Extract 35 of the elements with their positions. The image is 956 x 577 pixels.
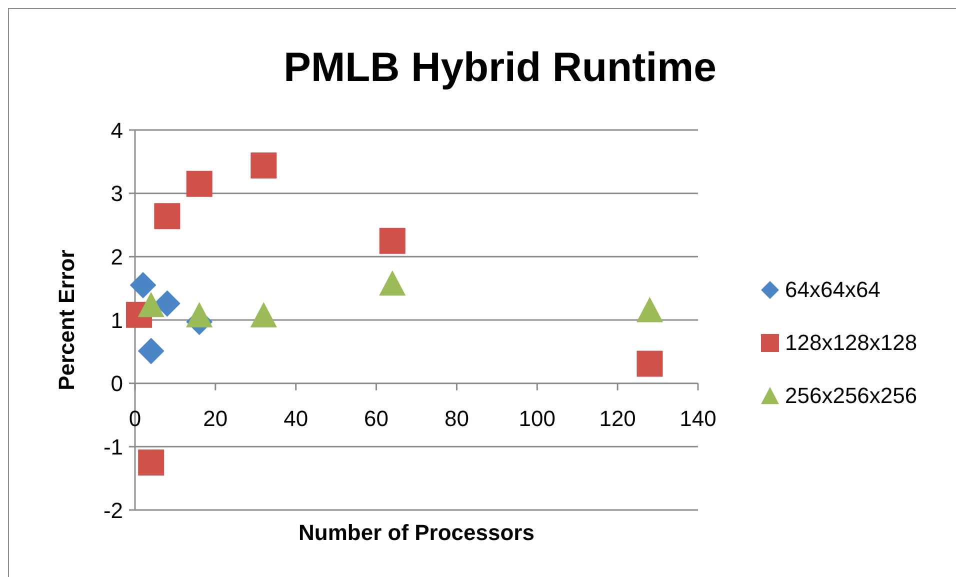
y-axis-title: Percent Error bbox=[54, 249, 79, 390]
x-axis-title: Number of Processors bbox=[298, 520, 534, 545]
x-tick-label: 40 bbox=[284, 406, 308, 431]
x-tick-label: 140 bbox=[680, 406, 716, 431]
point bbox=[130, 272, 156, 298]
point bbox=[186, 302, 212, 328]
y-tick-label: 4 bbox=[110, 118, 123, 143]
point bbox=[138, 292, 164, 318]
y-tick-label: 2 bbox=[110, 244, 123, 270]
x-tick-label: 0 bbox=[128, 406, 142, 431]
point bbox=[379, 228, 406, 254]
y-tick-label: 3 bbox=[110, 181, 123, 206]
x-tick-label: 120 bbox=[599, 406, 636, 431]
point bbox=[379, 270, 406, 296]
legend-label: 128x128x128 bbox=[785, 330, 918, 356]
y-tick-label: 0 bbox=[110, 371, 123, 396]
legend-label: 256x256x256 bbox=[785, 382, 918, 408]
point bbox=[636, 350, 663, 377]
x-tick-label: 100 bbox=[518, 406, 556, 431]
point bbox=[250, 302, 277, 328]
point bbox=[138, 450, 164, 476]
y-tick-label: -2 bbox=[103, 498, 123, 523]
x-tick-label: 20 bbox=[203, 406, 228, 431]
point bbox=[250, 152, 277, 178]
y-tick-label: 1 bbox=[110, 308, 123, 333]
point bbox=[186, 170, 212, 197]
x-tick-label: 80 bbox=[444, 406, 469, 431]
point bbox=[154, 290, 180, 317]
point bbox=[636, 298, 663, 322]
point bbox=[154, 203, 180, 230]
y-tick-label: -1 bbox=[103, 434, 123, 460]
x-tick-label: 60 bbox=[364, 406, 389, 431]
legend-label: 64x64x64 bbox=[785, 276, 880, 302]
point bbox=[138, 338, 164, 364]
chart-title: PMLB Hybrid Runtime bbox=[282, 43, 718, 91]
